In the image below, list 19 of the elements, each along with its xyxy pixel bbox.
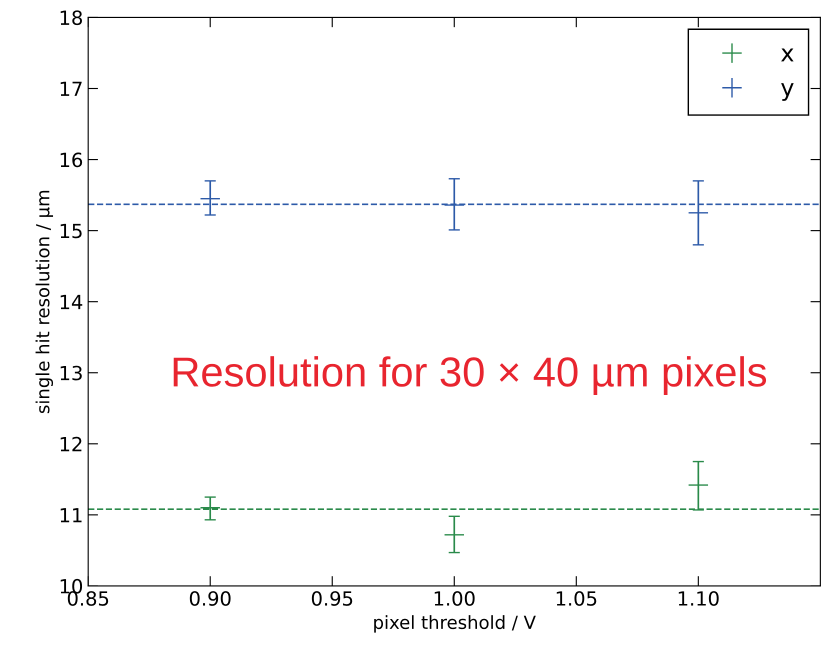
y-tick-label: 13 xyxy=(60,366,82,380)
y-tick-label: 15 xyxy=(60,224,82,238)
x-tick-label: 1.10 xyxy=(678,591,719,606)
legend-label: x xyxy=(781,48,794,62)
y-tick-label: 12 xyxy=(60,436,82,452)
annotation: Resolution for 30 × 40 µm pixels xyxy=(174,356,766,396)
x-axis-title: pixel threshold / V xyxy=(374,615,536,633)
y-tick-label: 18 xyxy=(60,10,82,26)
x-tick-label: 0.95 xyxy=(312,591,352,606)
point xyxy=(688,474,709,496)
y-axis-title: single hit resolution / µm xyxy=(36,190,54,414)
x-tick-label: 1.00 xyxy=(434,591,475,606)
y-tick-label: 11 xyxy=(60,508,82,522)
x-tick-label: 0.90 xyxy=(190,591,231,606)
y-tick-label: 17 xyxy=(60,82,82,96)
x-tick-label: 1.05 xyxy=(556,591,596,606)
legend-label: y xyxy=(781,83,794,101)
y-tick-label: 16 xyxy=(60,152,82,168)
y-tick-label: 14 xyxy=(60,294,82,310)
